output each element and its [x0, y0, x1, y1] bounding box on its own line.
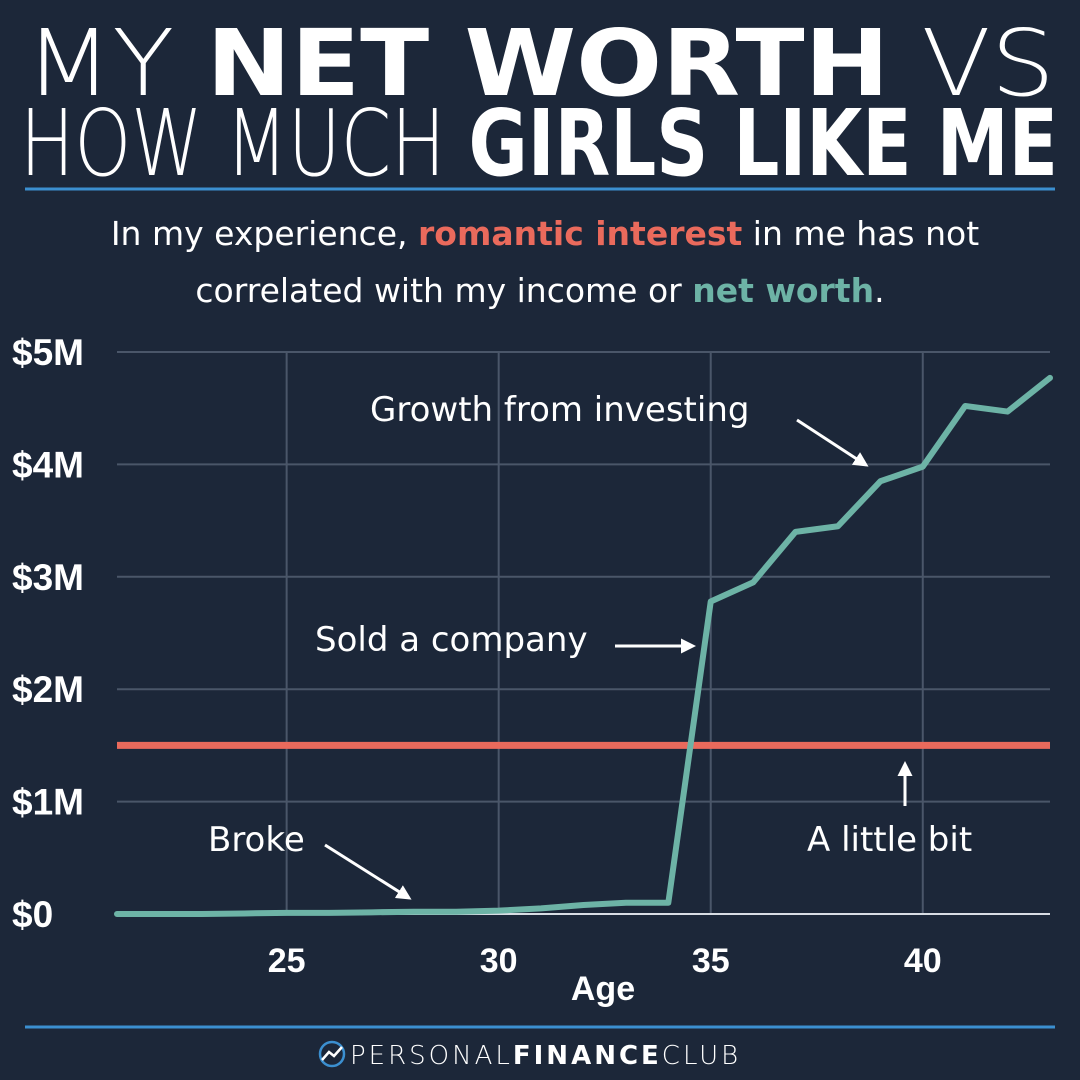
title-text: MY [25, 10, 174, 117]
y-tick-label: $5M [12, 332, 84, 373]
annotation: A little bit [807, 820, 972, 860]
annotation-arrows [324, 418, 913, 900]
x-tick-label: 30 [480, 942, 518, 980]
footer-text: PERSONAL [350, 1041, 513, 1071]
plot: $0 $1M $2M $3M $4M $5M 25 30 35 40 [12, 332, 1053, 980]
title-line: MY NET WORTH VS [25, 10, 1055, 117]
x-tick-label: 35 [692, 942, 730, 980]
footer-brand: PERSONALFINANCECLUB [350, 1041, 741, 1071]
footer-text: CLUB [662, 1041, 741, 1071]
net-worth-line [114, 374, 1053, 917]
y-tick-label: $2M [12, 669, 84, 710]
y-tick-label: $3M [12, 557, 84, 598]
y-tick-label: $1M [12, 782, 84, 823]
arrow [796, 418, 869, 467]
logo [318, 1040, 346, 1068]
subtitle-line: In my experience, romantic interest in m… [111, 214, 979, 253]
y-tick-label: $4M [12, 444, 84, 485]
arrow [324, 843, 412, 900]
annotation: Growth from investing [370, 390, 749, 430]
subtitle-text: in me has not [753, 214, 979, 253]
x-tick-label: 25 [268, 942, 306, 980]
subtitle-line: correlated with my income or net worth. [195, 271, 884, 310]
subtitle-text: In my experience, [111, 214, 408, 253]
title-text: VS [921, 10, 1055, 117]
y-tick-label: $0 [12, 894, 53, 935]
logo-icon [321, 1046, 343, 1061]
annotation: Sold a company [315, 620, 588, 660]
subtitle-highlight: net worth [692, 271, 874, 310]
subtitle-text: . [874, 271, 885, 310]
subtitle-highlight: romantic interest [418, 214, 742, 253]
title-text: NET WORTH [206, 10, 889, 117]
x-axis-label: Age [571, 970, 635, 1008]
title-text: HOW MUCH [20, 90, 445, 197]
x-tick-label: 40 [904, 942, 942, 980]
title-text: GIRLS LIKE ME [468, 90, 1058, 197]
footer-text: FINANCE [513, 1041, 662, 1071]
subtitle-text: correlated with my income or [195, 271, 682, 310]
logo-icon [318, 1040, 346, 1068]
annotation: Broke [208, 820, 305, 860]
title-line: HOW MUCH GIRLS LIKE ME [20, 90, 1058, 197]
